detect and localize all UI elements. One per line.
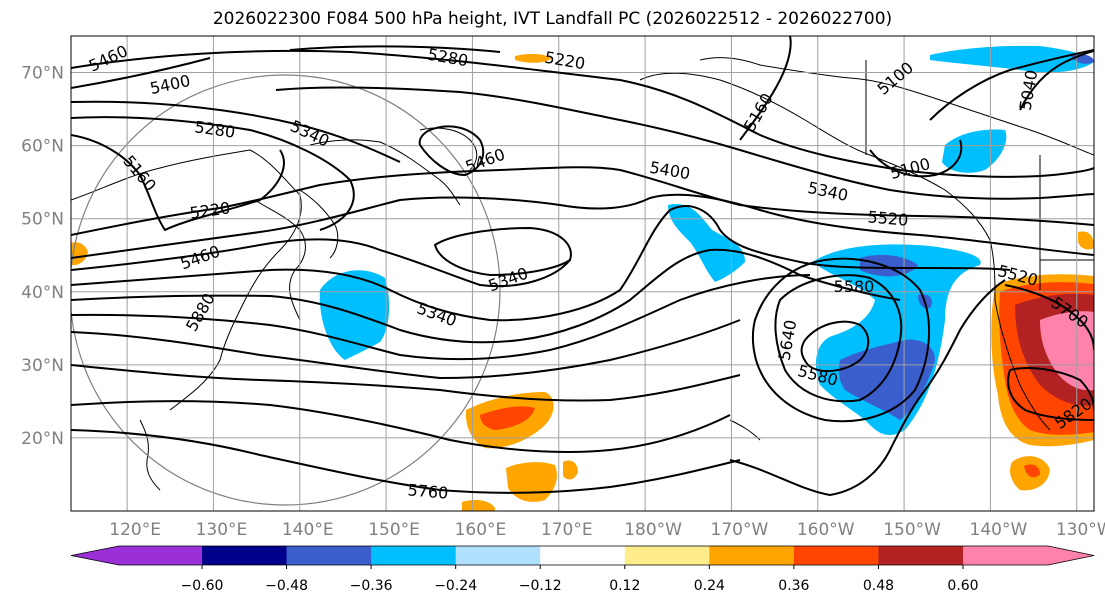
lat-label: 50°N <box>21 210 64 230</box>
longitude-labels: 120°E 130°E 140°E 150°E 160°E 170°E 180°W 170°W… <box>109 520 1105 540</box>
colorbar-bin <box>709 546 795 565</box>
lon-label: 130°W <box>1056 520 1105 540</box>
contour-label: 5580 <box>834 277 875 296</box>
lon-label: 150°E <box>368 520 420 540</box>
graticule <box>71 36 1094 511</box>
lon-label: 120°E <box>109 520 161 540</box>
lon-label: 150°W <box>883 520 941 540</box>
lon-label: 170°E <box>541 520 593 540</box>
colorbar-extend-min <box>71 546 119 565</box>
svg-text:5580: 5580 <box>834 277 875 296</box>
lon-label: 140°W <box>970 520 1028 540</box>
latitude-labels: 70°N 60°N 50°N 40°N 30°N 20°N <box>21 64 64 449</box>
colorbar-bin <box>540 546 626 565</box>
domain-circle <box>71 74 501 506</box>
svg-text:5520: 5520 <box>867 207 909 229</box>
colorbar-bin <box>878 546 964 565</box>
colorbar-bin <box>624 546 710 565</box>
lat-label: 40°N <box>21 283 64 303</box>
colorbar-bin <box>202 546 288 565</box>
colorbar-tick-label: 0.36 <box>778 578 809 594</box>
lat-label: 60°N <box>21 137 64 157</box>
colorbar-bin <box>119 546 202 565</box>
lon-label: 160°E <box>455 520 507 540</box>
lon-label: 130°E <box>196 520 248 540</box>
colorbar-extend-max <box>1048 546 1094 565</box>
colorbar-tick-label: −0.24 <box>434 578 477 594</box>
contour-label: 5520 <box>867 207 909 229</box>
lat-label: 30°N <box>21 356 64 376</box>
lon-label: 180°W <box>624 520 682 540</box>
svg-text:5760: 5760 <box>407 480 449 502</box>
lat-label: 70°N <box>21 64 64 84</box>
lon-label: 140°E <box>282 520 334 540</box>
colorbar-tick-label: 0.12 <box>609 578 640 594</box>
colorbar-bin <box>963 546 1048 565</box>
colorbar-outline <box>70 545 1095 566</box>
colorbar: −0.60 −0.48 −0.36 −0.24 −0.12 0.12 0.24 0.36 0.4… <box>70 545 1095 594</box>
colorbar-tick-label: −0.60 <box>181 578 224 594</box>
colorbar-bin <box>286 546 372 565</box>
colorbar-tick-label: −0.12 <box>519 578 562 594</box>
colorbar-tick-label: 0.24 <box>694 578 725 594</box>
colorbar-tick-label: −0.48 <box>265 578 308 594</box>
colorbar-tick-label: 0.60 <box>947 578 978 594</box>
colorbar-bin <box>455 546 541 565</box>
height-contours <box>71 36 1094 497</box>
contour-label: 5760 <box>407 480 449 502</box>
lon-label: 160°W <box>797 520 855 540</box>
colorbar-tick-label: 0.48 <box>863 578 894 594</box>
lon-label: 170°W <box>711 520 769 540</box>
lat-label: 20°N <box>21 429 64 449</box>
colorbar-bin <box>793 546 879 565</box>
colorbar-tick-label: −0.36 <box>350 578 393 594</box>
map-border <box>70 35 1095 512</box>
colorbar-bin <box>371 546 457 565</box>
map-title: 2026022300 F084 500 hPa height, IVT Land… <box>212 9 893 29</box>
